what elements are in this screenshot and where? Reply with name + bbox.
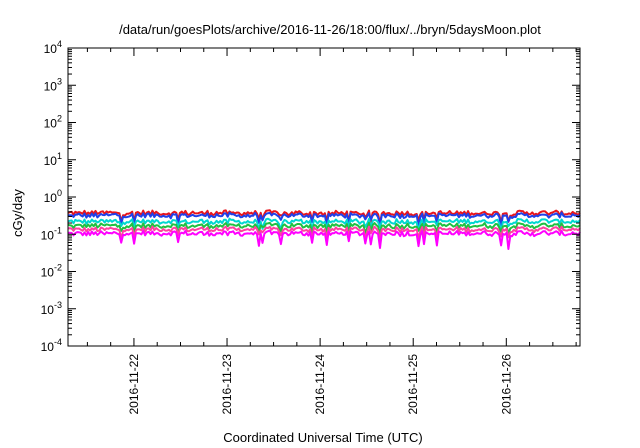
series-line-5 [67,225,581,241]
series-line-2 [67,211,581,228]
chart-title: /data/run/goesPlots/archive/2016-11-26/1… [119,22,541,37]
y-tick-label: 10-1 [41,225,62,242]
x-axis: 2016-11-22 2016-11-23 2016-11-24 2016-11-25… [86,48,577,415]
y-axis: 10-4 10-3 10-2 10-1 100 101 102 103 104 [41,39,580,354]
x-tick-label: 2016-11-25 [406,354,420,415]
y-tick-label: 101 [44,151,62,168]
y-tick-label: 104 [44,39,62,56]
series-line-3 [67,217,581,233]
series-line-1 [67,209,581,225]
y-tick-label: 10-2 [41,263,62,280]
y-axis-label: cGy/day [10,189,25,237]
x-axis-label: Coordinated Universal Time (UTC) [223,430,422,445]
series-line-4 [67,221,581,236]
series-line-6 [67,229,581,250]
x-tick-label: 2016-11-24 [313,354,327,415]
y-tick-label: 102 [44,114,62,131]
x-tick-label: 2016-11-23 [220,354,234,415]
x-tick-label: 2016-11-22 [127,354,141,415]
plot-frame [67,47,581,347]
y-tick-label: 10-3 [41,300,62,317]
y-tick-label: 103 [44,76,62,93]
series-layer [67,209,581,250]
x-tick-label: 2016-11-26 [499,354,513,415]
y-tick-label: 10-4 [41,337,62,354]
y-tick-label: 100 [44,188,62,205]
